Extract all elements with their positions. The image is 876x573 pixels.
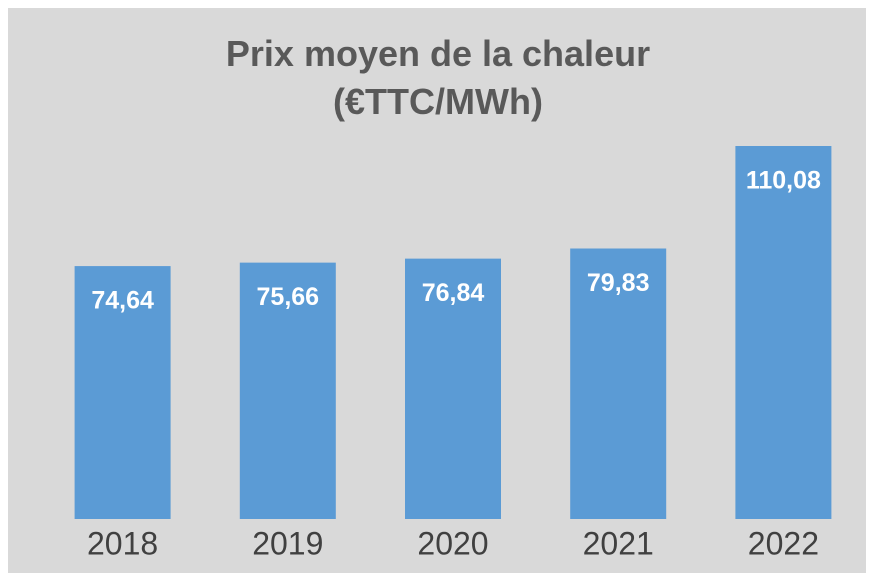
value-label: 79,83	[587, 269, 650, 297]
bar	[239, 262, 336, 519]
bar	[74, 266, 171, 519]
x-tick-label: 2019	[252, 525, 323, 561]
value-label: 76,84	[422, 279, 485, 307]
x-tick-label: 2021	[583, 525, 654, 561]
bar	[570, 248, 667, 519]
value-label: 75,66	[257, 283, 320, 311]
x-tick-label: 2020	[417, 525, 488, 561]
value-label: 110,08	[746, 167, 821, 195]
value-label: 74,64	[91, 287, 154, 315]
x-tick-label: 2022	[748, 525, 819, 561]
chart-title: Prix moyen de la chaleur (€TTC/MWh)	[225, 33, 651, 122]
bar	[405, 258, 501, 519]
x-tick-label: 2018	[87, 525, 158, 561]
bar	[735, 146, 832, 519]
